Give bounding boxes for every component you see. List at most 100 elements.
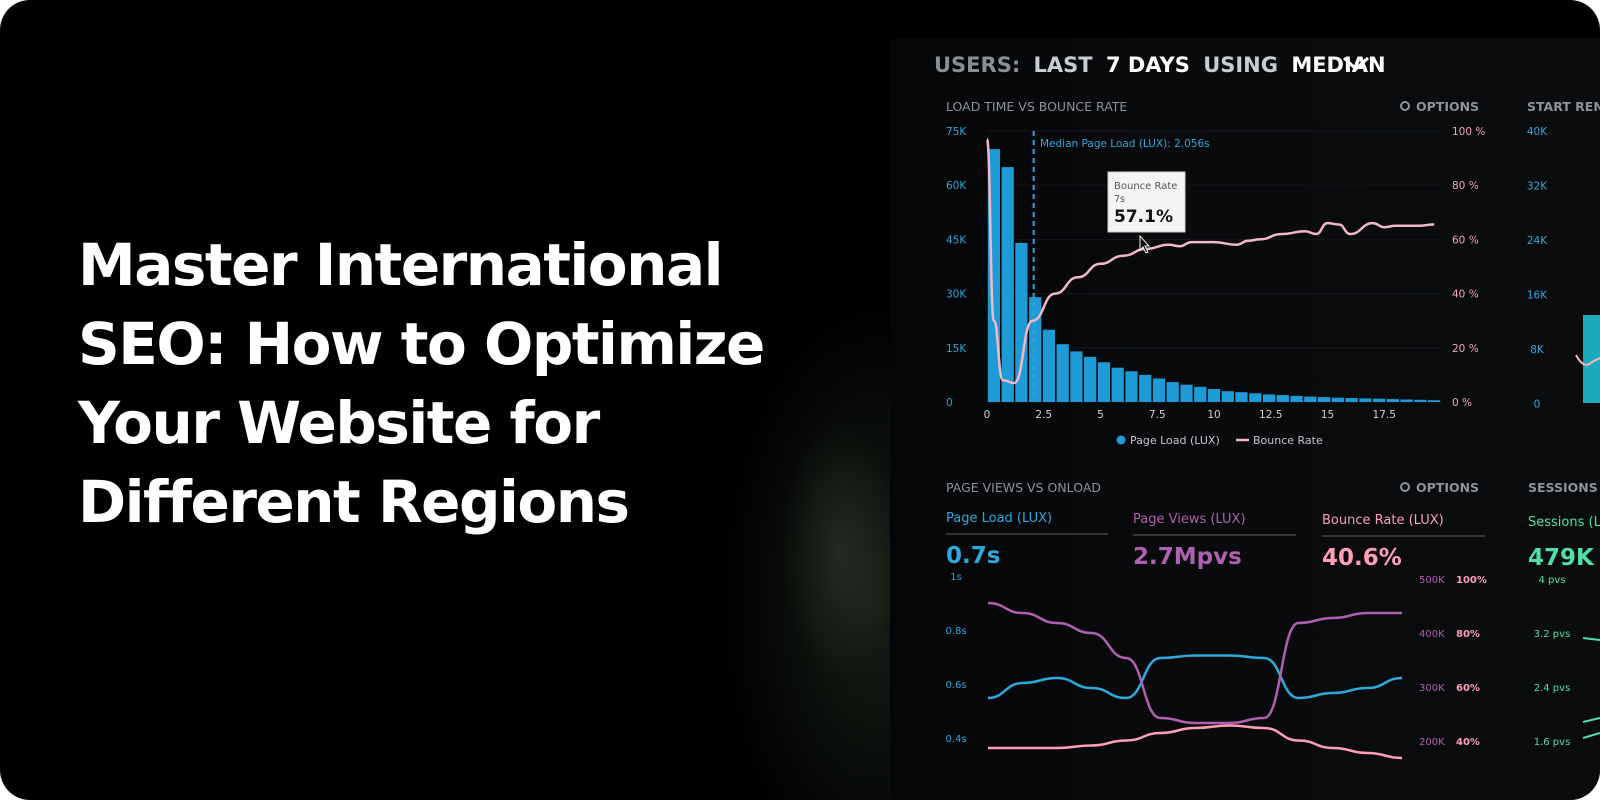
headline: Master International SEO: How to Optimiz… bbox=[78, 226, 868, 542]
headline-line-3: Your Website for bbox=[78, 389, 600, 457]
tooltip-value: 57.1% bbox=[1114, 207, 1173, 227]
tooltip-title: Bounce Rate bbox=[1114, 181, 1177, 192]
page-load-bar bbox=[1097, 362, 1111, 402]
start-tick: 0 bbox=[1534, 399, 1541, 411]
page-load-bar bbox=[1386, 399, 1399, 402]
metric-page-load: Page Load (LUX) 0.7s bbox=[946, 511, 1108, 569]
y-tick-right: 200K bbox=[1419, 737, 1445, 748]
y-tick-right: 300K bbox=[1419, 683, 1445, 694]
header-prefix: USERS: bbox=[934, 53, 1020, 77]
page-load-bar bbox=[1084, 356, 1097, 402]
start-tick: 32K bbox=[1527, 181, 1548, 193]
page-load-bar bbox=[1235, 392, 1248, 402]
legend-line-label: Bounce Rate bbox=[1253, 434, 1323, 447]
x-tick: 17.5 bbox=[1373, 409, 1396, 421]
page-load-bar bbox=[1056, 344, 1069, 402]
sessions-ticks: 4 pvs 3.2 pvs 2.4 pvs 1.6 pvs bbox=[1534, 575, 1571, 748]
page-load-bar bbox=[1194, 386, 1207, 402]
y-tick-left: 0.4s bbox=[945, 734, 966, 745]
start-panel-line bbox=[1575, 354, 1600, 366]
bounce-rate-tooltip: Bounce Rate 7s 57.1% bbox=[1107, 171, 1186, 233]
y-tick-right: 100 % bbox=[1452, 126, 1485, 138]
y-tick-left: 0 bbox=[946, 397, 953, 409]
start-panel-ticks: 40K 32K 24K 16K 8K 0 bbox=[1527, 126, 1548, 411]
y-tick-left: 0.6s bbox=[945, 680, 966, 691]
page-load-bar bbox=[1318, 397, 1331, 402]
load-options-button[interactable]: OPTIONS bbox=[1416, 99, 1479, 114]
pageviews-panel-title: PAGE VIEWS VS ONLOAD bbox=[946, 480, 1101, 495]
gear-icon[interactable] bbox=[1400, 482, 1410, 492]
load-panel-title: LOAD TIME VS BOUNCE RATE bbox=[946, 99, 1127, 114]
sessions-tick: 1.6 pvs bbox=[1534, 737, 1571, 748]
page-load-bar bbox=[1400, 399, 1413, 402]
sessions-line bbox=[1582, 732, 1600, 739]
sessions-tick: 2.4 pvs bbox=[1534, 683, 1571, 694]
load-chart-bars bbox=[987, 149, 1441, 402]
x-tick: 15 bbox=[1321, 409, 1334, 421]
start-tick: 16K bbox=[1527, 290, 1548, 302]
metric-value: 2.7Mpvs bbox=[1133, 544, 1242, 570]
metric-value: 40.6% bbox=[1322, 545, 1402, 571]
x-tick: 2.5 bbox=[1035, 409, 1052, 421]
x-tick: 10 bbox=[1207, 409, 1220, 421]
y-tick-right: 500K bbox=[1419, 575, 1445, 586]
page-load-bar bbox=[1263, 394, 1276, 402]
header-using: USING bbox=[1203, 53, 1278, 77]
metric-label: Page Views (LUX) bbox=[1133, 512, 1246, 527]
sessions-tick: 4 pvs bbox=[1538, 575, 1565, 586]
sessions-panel-title: SESSIONS bbox=[1528, 480, 1598, 495]
pageviews-options-button[interactable]: OPTIONS bbox=[1416, 480, 1479, 495]
page-load-bar bbox=[1276, 395, 1289, 402]
pageviews-chart-lines bbox=[987, 601, 1403, 760]
background-glow-highlight bbox=[780, 420, 900, 680]
series-line bbox=[987, 601, 1402, 725]
y-tick-left: 15K bbox=[946, 343, 967, 355]
load-chart-ticks: 75K 60K 45K 30K 15K 0 100 % 80 % 60 % 40 % 20 % 0 %… bbox=[946, 126, 1485, 421]
y-tick-left: 60K bbox=[946, 180, 967, 192]
y-tick-right: 40 % bbox=[1452, 289, 1479, 301]
page-load-bar bbox=[1111, 367, 1124, 402]
cursor-icon bbox=[1139, 234, 1151, 254]
page-load-bar bbox=[1070, 351, 1083, 402]
sessions-line bbox=[1582, 637, 1600, 641]
y-tick-right: 20 % bbox=[1452, 343, 1479, 355]
pageviews-chart-ticks: 1s 0.8s 0.6s 0.4s 500K 400K 300K 200K 100% 80% 60%… bbox=[945, 572, 1486, 748]
gear-icon[interactable] bbox=[1400, 101, 1410, 111]
x-tick: 12.5 bbox=[1259, 409, 1282, 421]
series-line bbox=[987, 654, 1403, 700]
y-tick-left: 0.8s bbox=[945, 626, 966, 637]
page-load-bar bbox=[1221, 391, 1234, 402]
page-load-bar bbox=[1428, 400, 1441, 402]
metric-page-views: Page Views (LUX) 2.7Mpvs bbox=[1133, 512, 1296, 570]
y-tick-right: 400K bbox=[1419, 629, 1445, 640]
median-label: Median Page Load (LUX): 2.056s bbox=[1040, 138, 1210, 150]
y-tick-right: 60% bbox=[1456, 683, 1480, 694]
header-period: LAST bbox=[1034, 53, 1094, 77]
page-load-bar bbox=[1042, 329, 1055, 402]
start-tick: 24K bbox=[1527, 235, 1548, 247]
page-load-bar bbox=[1139, 374, 1152, 402]
page-load-bar bbox=[1359, 398, 1372, 402]
page-load-bar bbox=[1029, 297, 1042, 402]
metric-bounce-rate: Bounce Rate (LUX) 40.6% bbox=[1322, 513, 1485, 571]
series-line bbox=[987, 724, 1403, 760]
y-tick-left: 45K bbox=[946, 234, 967, 246]
dashboard-header[interactable]: USERS: LAST 7 DAYS USING MEDIAN bbox=[934, 53, 1386, 77]
x-tick: 0 bbox=[984, 409, 991, 421]
monitor-screen bbox=[890, 38, 1600, 800]
y-tick-right: 40% bbox=[1456, 737, 1480, 748]
page-load-bar bbox=[1166, 382, 1179, 402]
metric-label: Page Load (LUX) bbox=[946, 511, 1052, 526]
page-load-bar bbox=[1207, 389, 1221, 402]
metric-label: Bounce Rate (LUX) bbox=[1322, 513, 1444, 528]
sessions-line bbox=[1582, 717, 1600, 723]
tooltip-subtitle: 7s bbox=[1114, 194, 1125, 205]
headline-line-4: Different Regions bbox=[78, 468, 630, 536]
header-median: MEDIAN bbox=[1291, 53, 1385, 77]
page-load-bar bbox=[1345, 398, 1358, 402]
chevron-down-icon[interactable] bbox=[1342, 56, 1370, 72]
sessions-label: Sessions (L bbox=[1528, 515, 1600, 530]
start-tick: 8K bbox=[1530, 344, 1545, 356]
